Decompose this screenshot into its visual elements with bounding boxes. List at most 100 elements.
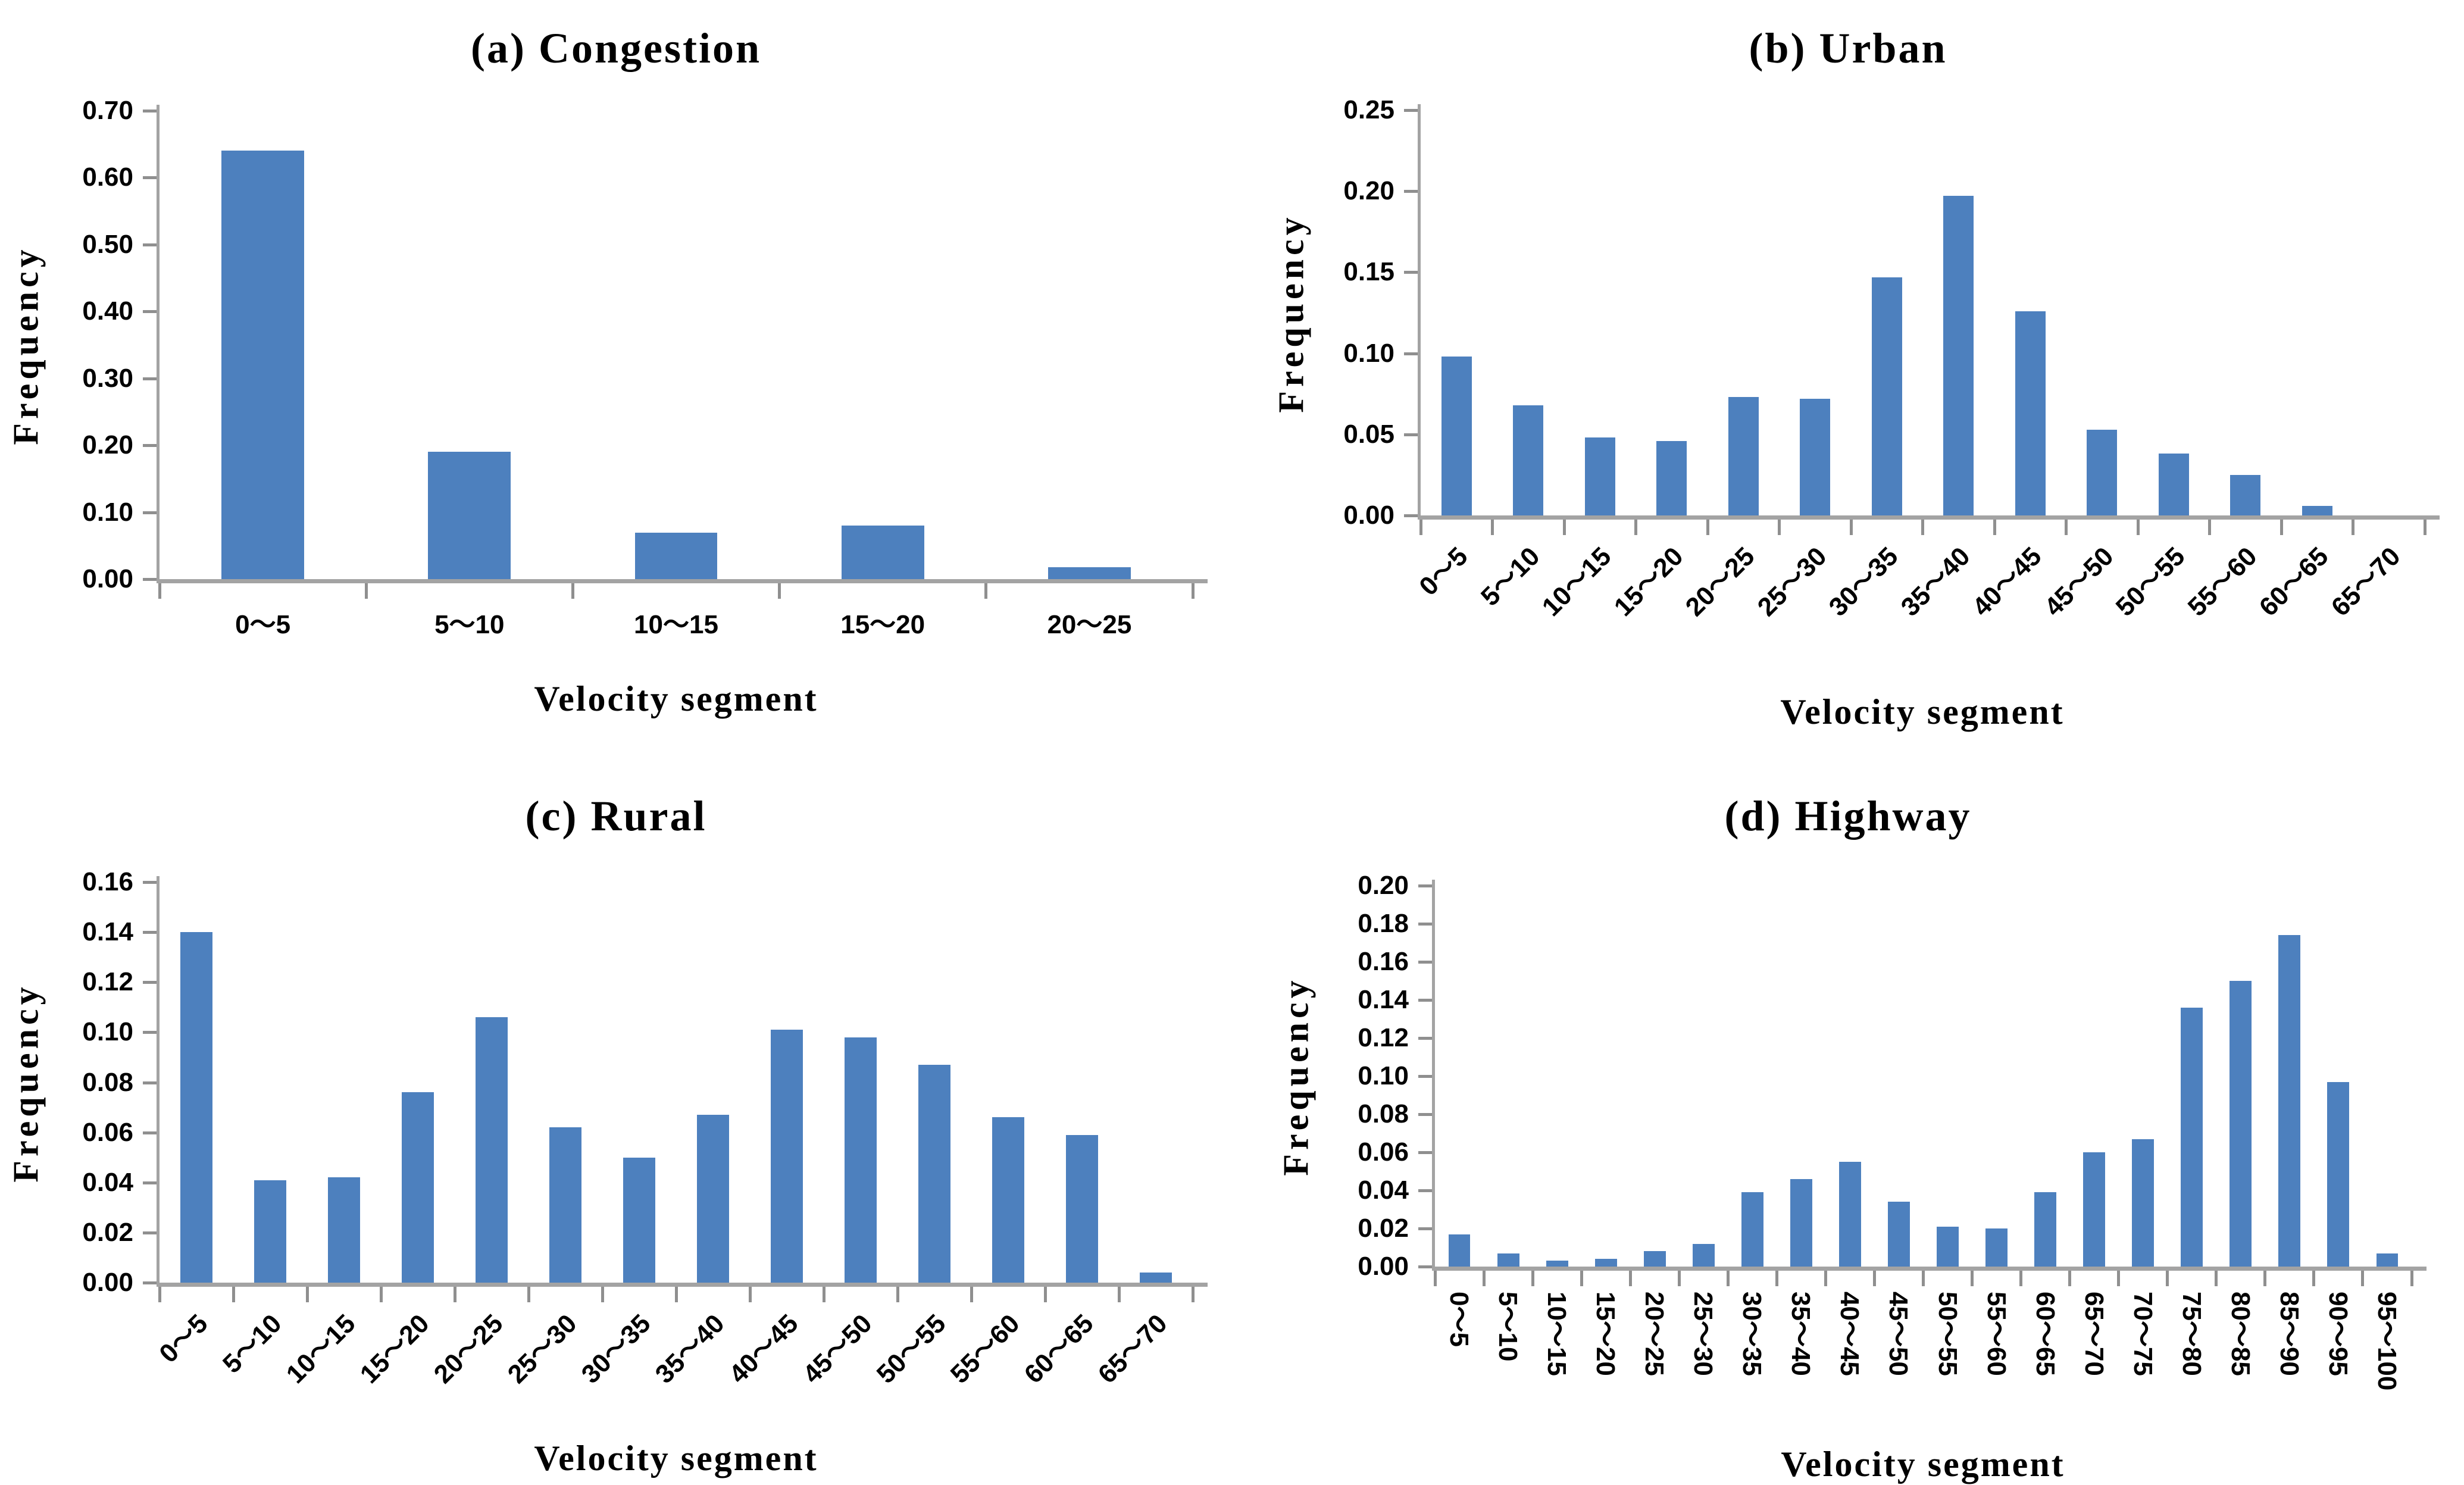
bar	[1871, 277, 1902, 515]
bar	[221, 151, 305, 579]
x-tick-mark	[674, 1287, 678, 1302]
x-tick-label: 40～45	[723, 1309, 804, 1389]
x-tick-label: 30～35	[1823, 542, 1904, 622]
bar	[1594, 1259, 1617, 1267]
y-tick-mark	[1418, 884, 1432, 887]
y-tick-mark	[1418, 1227, 1432, 1230]
x-tick-mark	[379, 1287, 383, 1302]
bar	[180, 932, 212, 1283]
y-tick-mark	[143, 1131, 157, 1134]
x-tick-label: 60～65	[1018, 1309, 1099, 1389]
x-tick-mark	[2312, 1271, 2316, 1286]
y-tick-mark	[143, 578, 157, 581]
y-tick-mark	[1404, 433, 1418, 436]
chart-title: (d) Highway	[1724, 792, 1972, 840]
x-tick-label: 10～15	[634, 610, 718, 639]
x-tick-mark	[1872, 1271, 1876, 1286]
x-tick-label: 0～5	[1444, 1292, 1474, 1347]
y-tick-mark	[143, 243, 157, 246]
x-tick-mark	[1824, 1271, 1827, 1286]
y-tick-label: 0.16	[1358, 947, 1409, 976]
y-tick-mark	[1418, 999, 1432, 1002]
x-tick-label: 5～10	[217, 1309, 287, 1379]
x-tick-mark	[305, 1287, 309, 1302]
y-tick-label: 0.12	[1358, 1023, 1409, 1052]
x-tick-mark	[601, 1287, 604, 1302]
x-tick-label: 15～20	[354, 1309, 435, 1389]
y-tick-mark	[1418, 923, 1432, 926]
x-tick-mark	[1043, 1287, 1047, 1302]
x-tick-mark	[2352, 520, 2354, 535]
x-tick-label: 45～50	[2038, 542, 2119, 622]
bar	[1656, 440, 1687, 515]
y-tick-mark	[1404, 514, 1418, 517]
y-tick-label: 0.10	[82, 1017, 133, 1047]
chart-title: (b) Urban	[1749, 24, 1947, 72]
x-tick-label: 15～20	[1591, 1292, 1621, 1376]
x-tick-label: 0～5	[1414, 542, 1474, 602]
y-tick-mark	[143, 1181, 157, 1184]
x-tick-mark	[527, 1287, 530, 1302]
plot-area: 0.00 0.05 0.10 0.15 0.20 0.25 0～5 5～10 10～15 15～2…	[1343, 95, 2440, 622]
x-axis-line	[157, 579, 1208, 583]
x-tick-label: 20～25	[1680, 542, 1761, 622]
x-tick-mark	[1433, 1271, 1437, 1286]
bar	[1448, 1234, 1471, 1267]
bar	[771, 1030, 803, 1283]
x-tick-label: 50～55	[871, 1309, 952, 1389]
bar	[1937, 1226, 1959, 1267]
y-tick-mark	[1404, 109, 1418, 112]
x-tick-mark	[2263, 1271, 2267, 1286]
x-tick-label: 40～45	[1966, 542, 2047, 622]
bar	[634, 533, 718, 579]
x-tick-mark	[1531, 1271, 1534, 1286]
x-tick-mark	[1706, 520, 1709, 535]
x-tick-mark	[1580, 1271, 1583, 1286]
x-tick-mark	[1482, 1271, 1486, 1286]
bar	[2034, 1192, 2057, 1267]
bar	[1513, 405, 1544, 515]
y-tick-label: 0.20	[82, 430, 133, 460]
panel-urban: (b) Urban Frequency 0.00 0.05 0.10 0.15 0.20…	[1232, 0, 2464, 740]
bar	[2327, 1081, 2350, 1267]
bar	[1441, 357, 1472, 515]
bar	[841, 526, 924, 579]
chart-title: (a) Congestion	[471, 24, 761, 72]
x-tick-mark	[2215, 1271, 2218, 1286]
bar	[2302, 505, 2332, 515]
y-tick-mark	[1404, 271, 1418, 274]
y-tick-mark	[1418, 1151, 1432, 1154]
x-tick-mark	[984, 583, 988, 599]
bar	[1800, 398, 1831, 515]
x-tick-label: 15～20	[840, 610, 925, 639]
bar	[1943, 196, 1974, 515]
x-tick-label: 30～35	[1737, 1292, 1767, 1376]
x-tick-label: 75～80	[2177, 1292, 2206, 1376]
bar	[1728, 397, 1759, 515]
x-tick-mark	[1634, 520, 1637, 535]
y-tick-label: 0.08	[82, 1067, 133, 1097]
bar	[476, 1017, 508, 1283]
bar	[549, 1127, 581, 1283]
y-tick-label: 0.70	[82, 96, 133, 125]
y-tick-mark	[143, 377, 157, 380]
x-tick-label: 55～60	[945, 1309, 1025, 1389]
x-tick-label: 35～40	[1895, 542, 1976, 622]
x-tick-mark	[2166, 1271, 2169, 1286]
x-axis-title: Velocity segment	[1780, 692, 2065, 731]
y-tick-mark	[143, 444, 157, 448]
y-tick-mark	[1418, 1075, 1432, 1078]
x-tick-mark	[2361, 1271, 2365, 1286]
y-tick-label: 0.30	[82, 363, 133, 393]
x-tick-label: 35～40	[1786, 1292, 1816, 1376]
bar	[623, 1157, 655, 1283]
y-tick-label: 0.04	[1358, 1176, 1409, 1205]
y-tick-label: 0.10	[1358, 1061, 1409, 1090]
x-tick-mark	[1775, 1271, 1778, 1286]
bar	[1692, 1243, 1715, 1267]
y-tick-mark	[1418, 1189, 1432, 1192]
bar	[1584, 437, 1615, 515]
bar	[254, 1180, 286, 1283]
x-tick-label: 10～15	[1536, 542, 1617, 622]
